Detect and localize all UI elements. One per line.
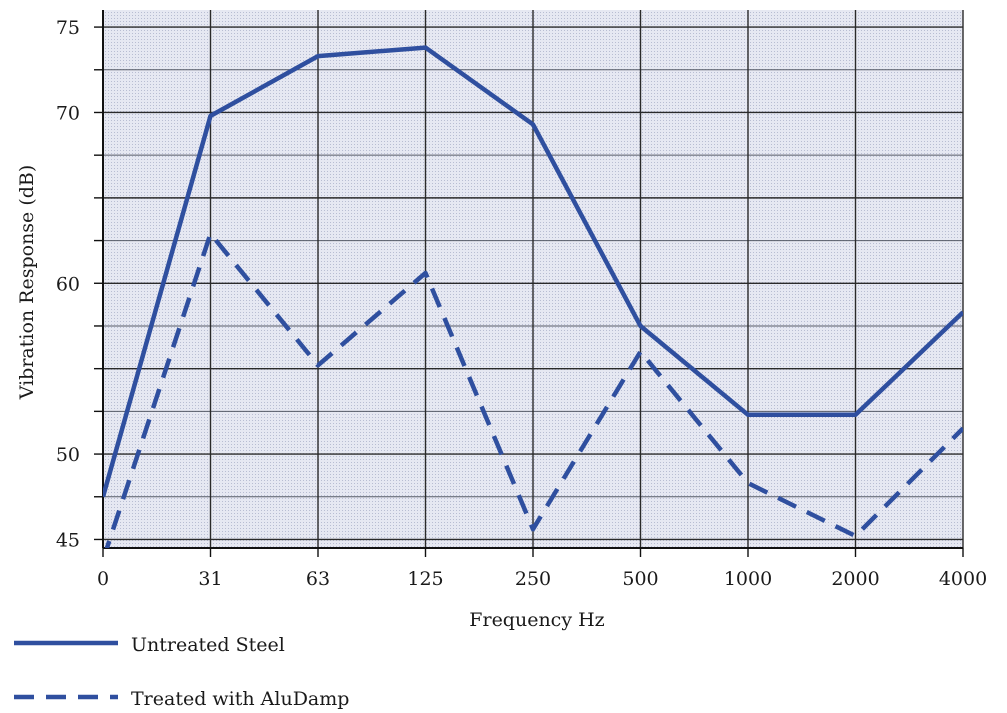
- x-tick-label: 125: [407, 568, 443, 590]
- series-lines: [103, 45, 963, 548]
- grid-lines: [103, 10, 964, 548]
- series-line-untreated-steel: [103, 45, 963, 498]
- y-tick-label: 50: [56, 444, 80, 466]
- y-tick-label: 45: [56, 529, 80, 551]
- x-axis-title: Frequency Hz: [469, 609, 604, 631]
- y-tick-labels: 45 50 60 70 75: [56, 17, 80, 551]
- series-line-treated-with-aludamp: [104, 231, 963, 548]
- x-tick-label: 2000: [831, 568, 879, 590]
- x-tick-label: 500: [622, 568, 658, 590]
- y-axis-title: Vibration Response (dB): [16, 165, 38, 401]
- x-tick-label: 63: [306, 568, 330, 590]
- legend-label-untreated-steel: Untreated Steel: [131, 634, 285, 656]
- y-tick-label: 60: [56, 273, 80, 295]
- legend-label-treated-with-aludamp: Treated with AluDamp: [131, 688, 349, 710]
- x-tick-labels: 0 31 63 125 250 500 1000 2000 4000: [97, 568, 987, 590]
- axes: [94, 10, 964, 557]
- y-tick-label: 75: [56, 17, 80, 39]
- x-tick-label: 250: [515, 568, 551, 590]
- x-tick-label: 4000: [939, 568, 987, 590]
- x-tick-label: 0: [97, 568, 109, 590]
- x-tick-label: 31: [198, 568, 222, 590]
- y-tick-label: 70: [56, 102, 80, 124]
- legend: Untreated Steel Treated with AluDamp: [14, 634, 349, 710]
- x-tick-label: 1000: [724, 568, 772, 590]
